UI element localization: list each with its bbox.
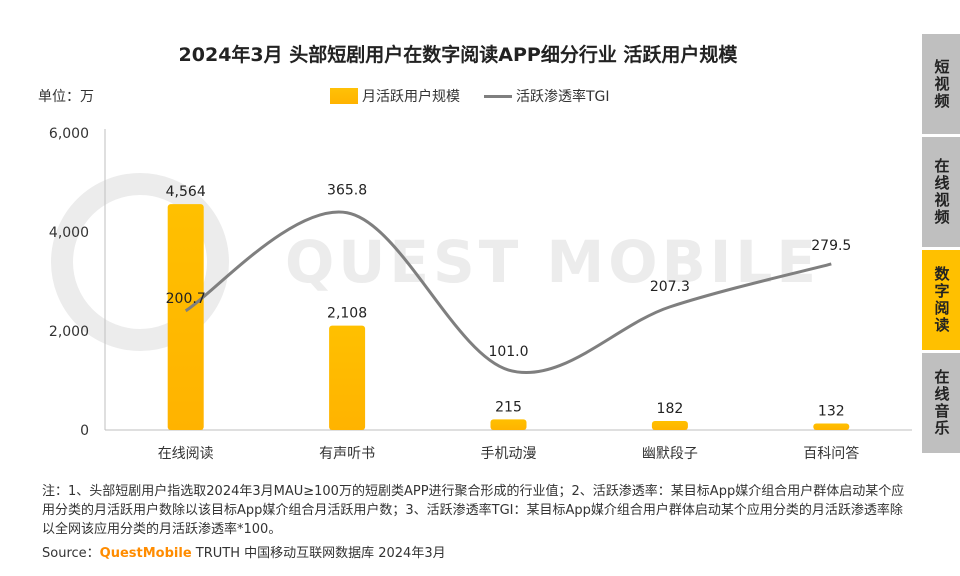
bar-value-label: 215 (495, 399, 522, 415)
bar-value-label: 2,108 (327, 306, 367, 322)
y-tick-label: 6,000 (49, 126, 89, 142)
bar-value-label: 132 (818, 403, 845, 419)
tgi-value-label: 279.5 (811, 238, 851, 254)
side-tab-bar: 短视频 在线视频 数字阅读 在线音乐 (922, 34, 960, 456)
x-tick-label: 幽默段子 (642, 446, 698, 462)
bar (651, 420, 688, 430)
bar (490, 419, 527, 430)
watermark-logo (51, 173, 229, 351)
source-line: Source：QuestMobile TRUTH 中国移动互联网数据库 2024… (42, 542, 446, 561)
bar-value-label: 182 (657, 401, 684, 417)
y-tick-label: 4,000 (49, 225, 89, 241)
legend-line-label: 活跃渗透率TGI (516, 89, 610, 105)
side-tab-digital-reading[interactable]: 数字阅读 (922, 250, 960, 350)
bar-value-label: 4,564 (166, 184, 206, 200)
legend-bar-swatch (330, 88, 358, 104)
side-tab-online-music[interactable]: 在线音乐 (922, 353, 960, 453)
source-brand: QuestMobile (99, 546, 192, 561)
tgi-value-label: 101.0 (488, 344, 528, 360)
side-tab-short-video[interactable]: 短视频 (922, 34, 960, 134)
source-suffix: TRUTH 中国移动互联网数据库 2024年3月 (191, 546, 446, 561)
chart-canvas: QUEST MOBILE 6,000 4,000 2,000 0 4,564 2,108 21… (49, 126, 912, 462)
legend: 月活跃用户规模 活跃渗透率TGI (330, 86, 610, 106)
bar (167, 204, 204, 430)
watermark-text: QUEST MOBILE (285, 228, 820, 296)
source-prefix: Source： (42, 546, 100, 561)
bar (329, 325, 366, 430)
tgi-line (184, 210, 832, 374)
x-tick-label: 有声听书 (319, 446, 375, 462)
y-tick-label: 0 (80, 423, 89, 439)
y-tick-label: 2,000 (49, 324, 89, 340)
unit-label: 单位：万 (38, 89, 94, 105)
chart-title: 2024年3月 头部短剧用户在数字阅读APP细分行业 活跃用户规模 (178, 44, 738, 66)
x-tick-label: 在线阅读 (158, 445, 214, 462)
x-tick-label: 百科问答 (803, 445, 859, 462)
x-tick-label: 手机动漫 (481, 446, 537, 462)
legend-line-swatch (484, 94, 512, 98)
tgi-value-label: 207.3 (650, 279, 690, 295)
legend-bar-label: 月活跃用户规模 (362, 89, 460, 105)
tgi-value-label: 200.7 (166, 291, 206, 307)
footnote: 注：1、头部短剧用户指选取2024年3月MAU≥100万的短剧类APP进行聚合形… (42, 484, 905, 537)
side-tab-online-video[interactable]: 在线视频 (922, 137, 960, 247)
tgi-value-label: 365.8 (327, 183, 367, 199)
bar (813, 423, 850, 430)
